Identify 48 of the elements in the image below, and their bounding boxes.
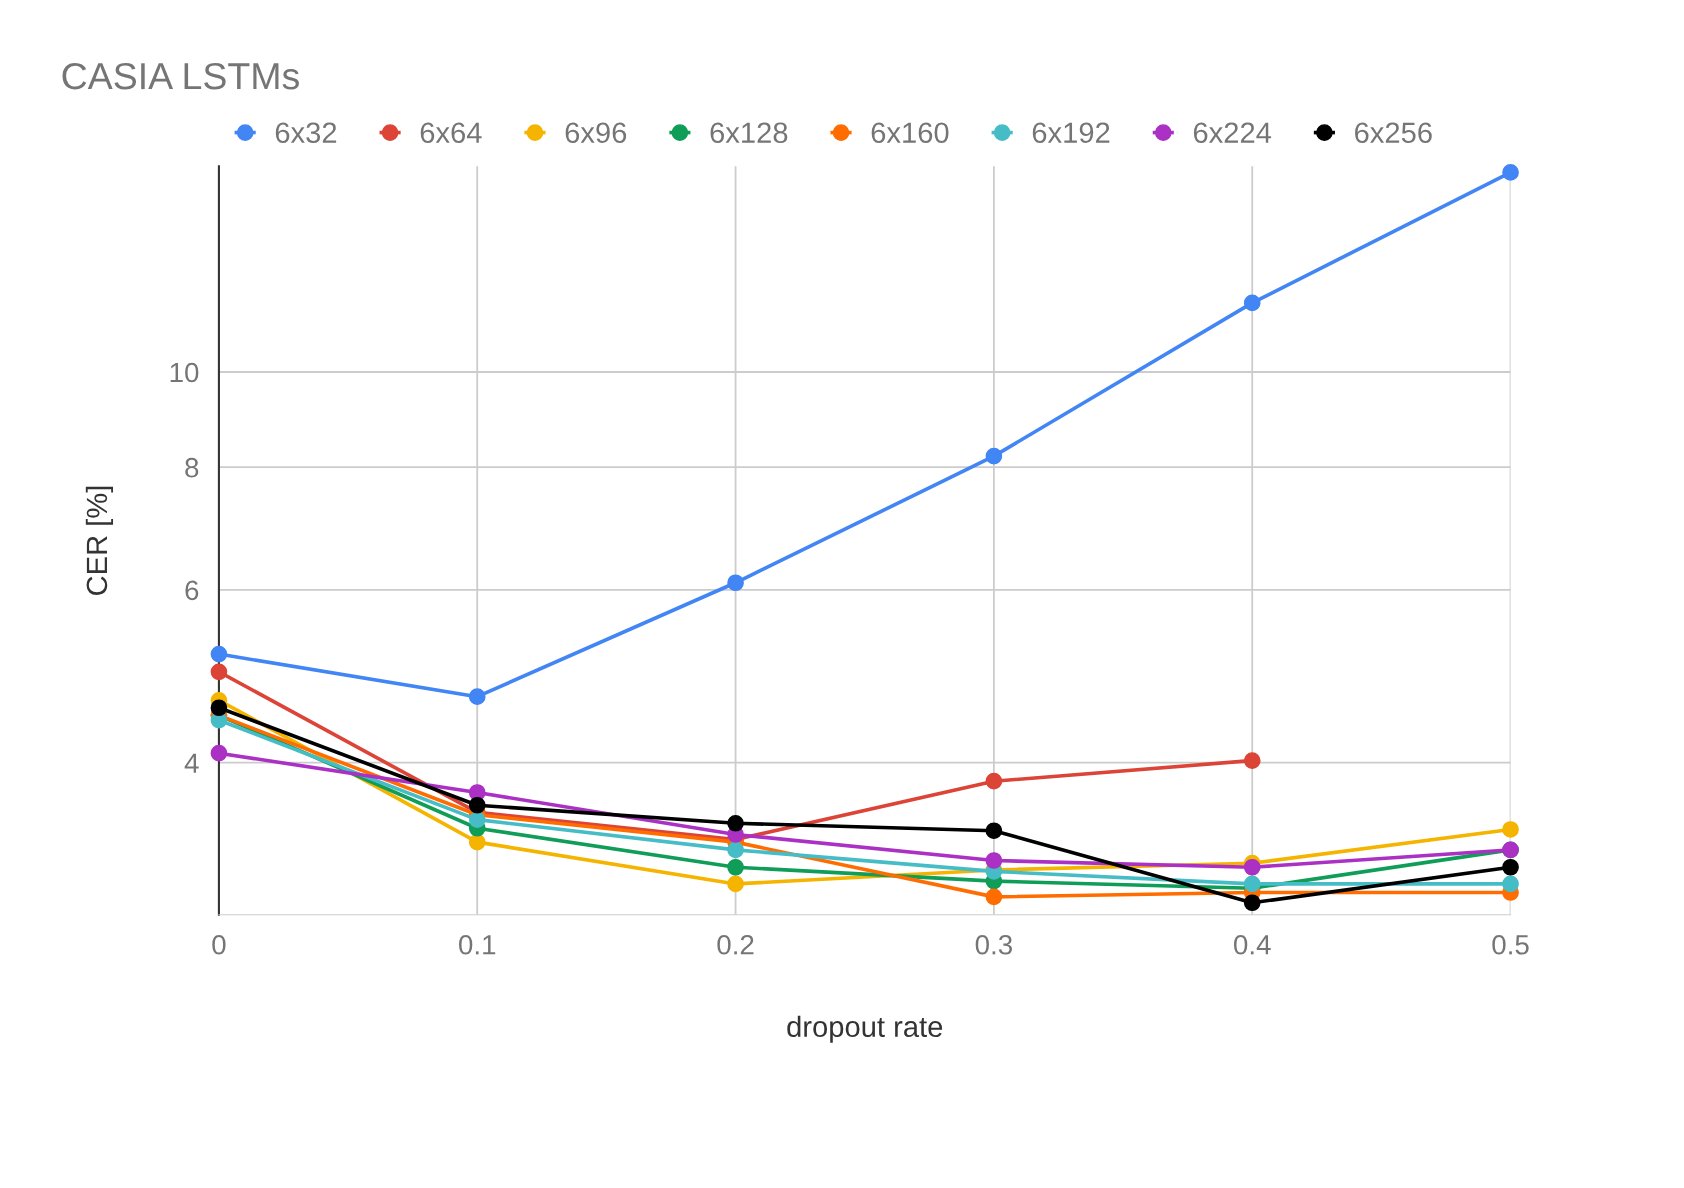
legend-label: 6x128 (710, 122, 788, 144)
legend-label: 6x64 (420, 122, 482, 144)
point (468, 796, 486, 814)
point (1243, 894, 1261, 912)
x-tick-label: 0.2 (717, 934, 754, 955)
y-tick-label: 6 (185, 580, 199, 601)
x-tick-label: 0.3 (975, 934, 1012, 955)
point (468, 688, 486, 705)
y-tick-label: 4 (184, 753, 199, 773)
x-tick-label: 0 (212, 934, 226, 955)
point (210, 744, 228, 762)
point (210, 663, 228, 681)
point (985, 888, 1003, 906)
point (985, 852, 1003, 869)
point (210, 699, 228, 717)
legend-label: 6x256 (1355, 122, 1432, 144)
x-axis-title: dropout rate (787, 1015, 943, 1043)
point (727, 841, 744, 859)
legend-label: 6x96 (565, 122, 627, 144)
x-tick-label: 0.1 (459, 934, 496, 955)
point (210, 645, 228, 663)
point (1502, 821, 1519, 838)
point (727, 858, 744, 876)
point (985, 447, 1003, 465)
legend-label: 6x224 (1193, 122, 1272, 144)
y-tick-label: 8 (185, 457, 199, 478)
point (985, 772, 1003, 790)
point (985, 822, 1003, 840)
point (468, 811, 486, 828)
legend-label: 6x160 (871, 122, 949, 144)
point (1502, 164, 1519, 181)
legend-label: 6x192 (1032, 122, 1110, 144)
point (468, 833, 486, 851)
point (727, 574, 744, 592)
point (727, 875, 744, 893)
point (1243, 752, 1261, 769)
point (1243, 294, 1261, 312)
chart-title: CASIA LSTMs (62, 62, 299, 90)
y-axis-title: CER [%] (85, 486, 114, 595)
point (1502, 875, 1519, 893)
point (1502, 858, 1519, 876)
x-tick-label: 0.4 (1234, 934, 1271, 955)
point (1243, 875, 1261, 893)
x-tick-label: 0.5 (1492, 934, 1529, 955)
point (1243, 858, 1261, 876)
y-tick-label: 10 (170, 362, 199, 383)
point (727, 814, 744, 832)
legend-label: 6x32 (275, 122, 337, 144)
